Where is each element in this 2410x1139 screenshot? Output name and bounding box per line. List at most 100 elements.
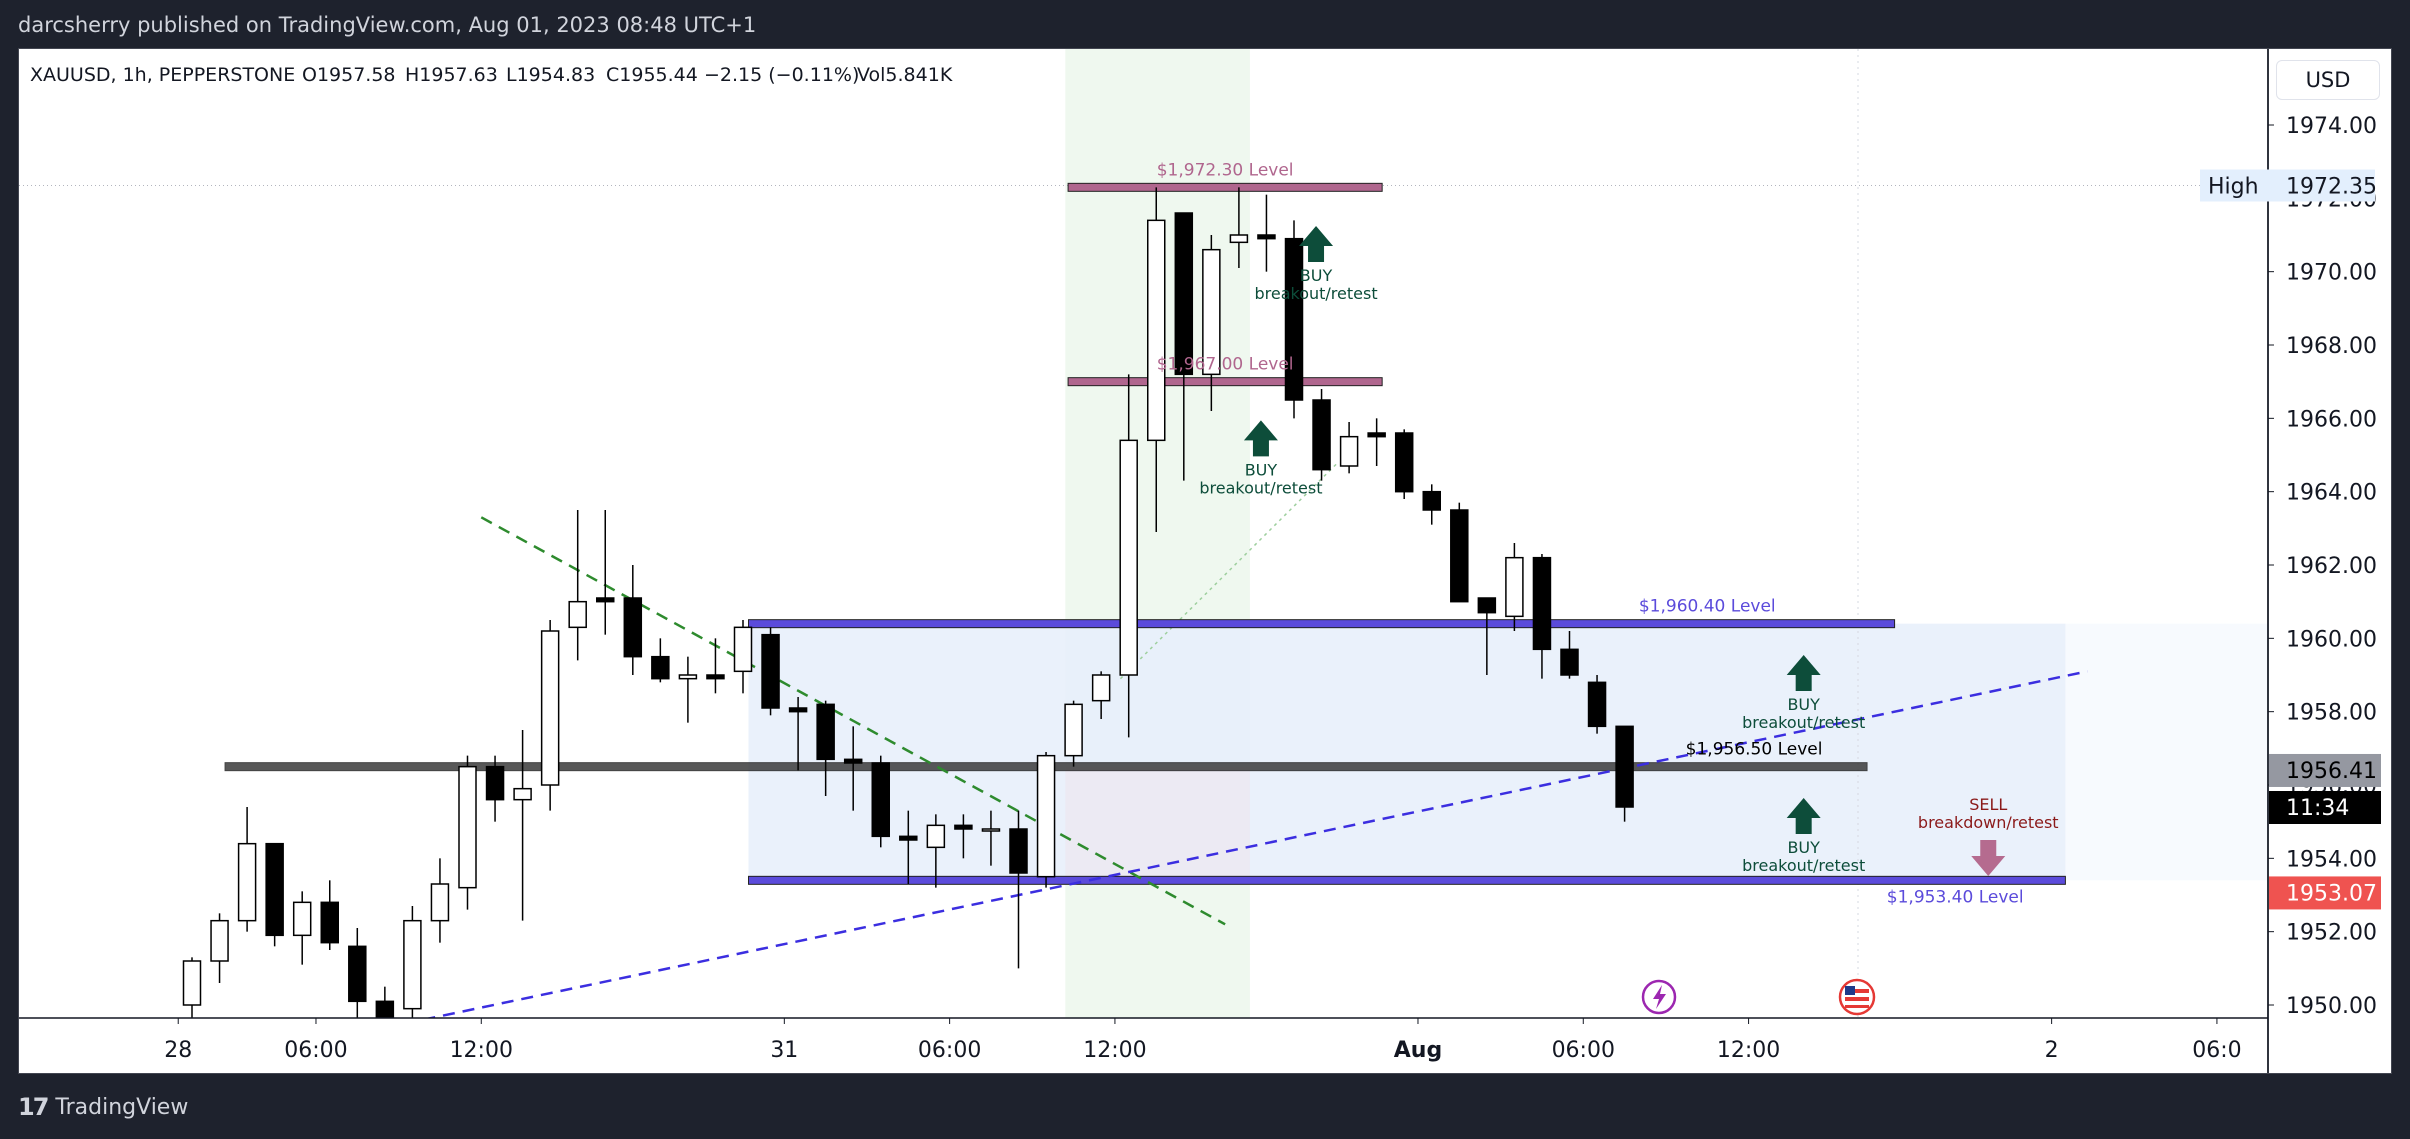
candle[interactable] xyxy=(403,906,422,1023)
candle[interactable] xyxy=(981,810,1001,866)
candle[interactable] xyxy=(1505,543,1524,631)
candle[interactable] xyxy=(1036,752,1056,888)
x-tick-label: 06:0 xyxy=(2192,1038,2241,1063)
candle-body xyxy=(1257,234,1276,240)
candle[interactable] xyxy=(761,627,780,716)
candle[interactable] xyxy=(1532,554,1552,679)
annotation-text: breakout/retest xyxy=(1199,478,1322,497)
legend-close: C1955.44 xyxy=(606,64,698,86)
y-tick-label: 1954.00 xyxy=(2286,847,2377,872)
candle[interactable] xyxy=(678,656,698,723)
level-line[interactable] xyxy=(748,619,1896,629)
candle-body xyxy=(981,828,1001,832)
annotation-title: SELL xyxy=(1969,795,2007,814)
candle-body xyxy=(485,765,505,801)
candle[interactable] xyxy=(1202,235,1221,411)
candle-body xyxy=(568,600,587,629)
x-tick-label: 12:00 xyxy=(1083,1038,1146,1063)
candle[interactable] xyxy=(1339,422,1359,474)
buy-arrow-icon xyxy=(1243,420,1278,457)
tradingview-logo[interactable]: 17 TradingView xyxy=(18,1093,188,1121)
candle[interactable] xyxy=(320,880,339,950)
candle[interactable] xyxy=(1009,810,1028,969)
candle[interactable] xyxy=(458,755,477,910)
candle[interactable] xyxy=(182,957,202,1034)
candle-body xyxy=(1450,509,1469,603)
candle[interactable] xyxy=(1560,631,1579,679)
candle-body xyxy=(1394,432,1414,493)
level-line[interactable] xyxy=(748,875,2066,885)
candle[interactable] xyxy=(596,510,615,635)
candle[interactable] xyxy=(733,620,753,694)
plot-area[interactable]: $1,972.30 Level $1,967.00 Level $1,960.40 … xyxy=(19,49,2268,1034)
candle[interactable] xyxy=(1615,725,1634,822)
candle[interactable] xyxy=(485,755,505,822)
candle[interactable] xyxy=(871,755,890,848)
legend-volume: Vol5.841K xyxy=(857,64,953,86)
candle[interactable] xyxy=(651,638,670,683)
candle[interactable] xyxy=(926,814,946,888)
candle-body xyxy=(1367,432,1386,438)
candle[interactable] xyxy=(1422,484,1441,525)
candle-body xyxy=(1505,556,1524,618)
candle-body xyxy=(1422,490,1441,511)
candle[interactable] xyxy=(375,986,395,1024)
range-zone xyxy=(748,623,2066,881)
candle[interactable] xyxy=(513,730,532,921)
candle[interactable] xyxy=(540,620,560,811)
candle[interactable] xyxy=(237,807,257,932)
candle[interactable] xyxy=(568,510,587,661)
x-tick-label: 31 xyxy=(770,1038,798,1063)
candle[interactable] xyxy=(265,842,284,947)
level-line[interactable] xyxy=(1067,182,1383,192)
event-icon-dividends[interactable] xyxy=(1641,979,1677,1015)
candle-body xyxy=(1229,234,1249,244)
candle[interactable] xyxy=(292,891,312,965)
candle[interactable] xyxy=(843,726,863,811)
currency-button[interactable]: USD xyxy=(2276,60,2380,100)
candle[interactable] xyxy=(1229,187,1249,268)
projection-line xyxy=(1119,461,1339,680)
candle[interactable] xyxy=(1091,671,1111,719)
legend-low: L1954.83 xyxy=(506,64,595,86)
level-line[interactable] xyxy=(1067,377,1383,387)
y-tick-label: 1952.00 xyxy=(2286,921,2377,946)
event-icon-us[interactable] xyxy=(1838,978,1876,1016)
candle[interactable] xyxy=(899,810,918,884)
candle[interactable] xyxy=(623,565,643,675)
buy-arrow-icon xyxy=(1299,226,1334,262)
candle[interactable] xyxy=(1587,675,1607,734)
candle[interactable] xyxy=(1394,429,1414,499)
price-label-black xyxy=(2269,791,2381,824)
trendline[interactable] xyxy=(423,670,2088,1019)
candle[interactable] xyxy=(816,700,835,796)
candle[interactable] xyxy=(1477,597,1497,675)
candle[interactable] xyxy=(1257,194,1276,272)
candle-body xyxy=(871,762,890,838)
candle[interactable] xyxy=(1147,187,1166,532)
candle[interactable] xyxy=(1367,418,1386,466)
candle[interactable] xyxy=(954,814,973,859)
candle-body xyxy=(926,824,946,849)
level-label: $1,953.40 Level xyxy=(1887,887,2024,907)
candle[interactable] xyxy=(210,913,229,983)
candle[interactable] xyxy=(1064,700,1083,767)
candle[interactable] xyxy=(1450,502,1469,603)
annotation-text: breakout/retest xyxy=(1742,713,1865,732)
candle[interactable] xyxy=(1119,374,1138,738)
y-tick-label: 1964.00 xyxy=(2286,481,2377,506)
candle[interactable] xyxy=(1284,220,1304,419)
candle[interactable] xyxy=(706,638,725,694)
candle[interactable] xyxy=(430,858,450,943)
candle[interactable] xyxy=(1312,389,1331,481)
candle[interactable] xyxy=(788,697,808,771)
candle[interactable] xyxy=(348,928,367,1020)
buy-arrow-icon xyxy=(1786,798,1821,834)
candle[interactable] xyxy=(1174,212,1194,481)
